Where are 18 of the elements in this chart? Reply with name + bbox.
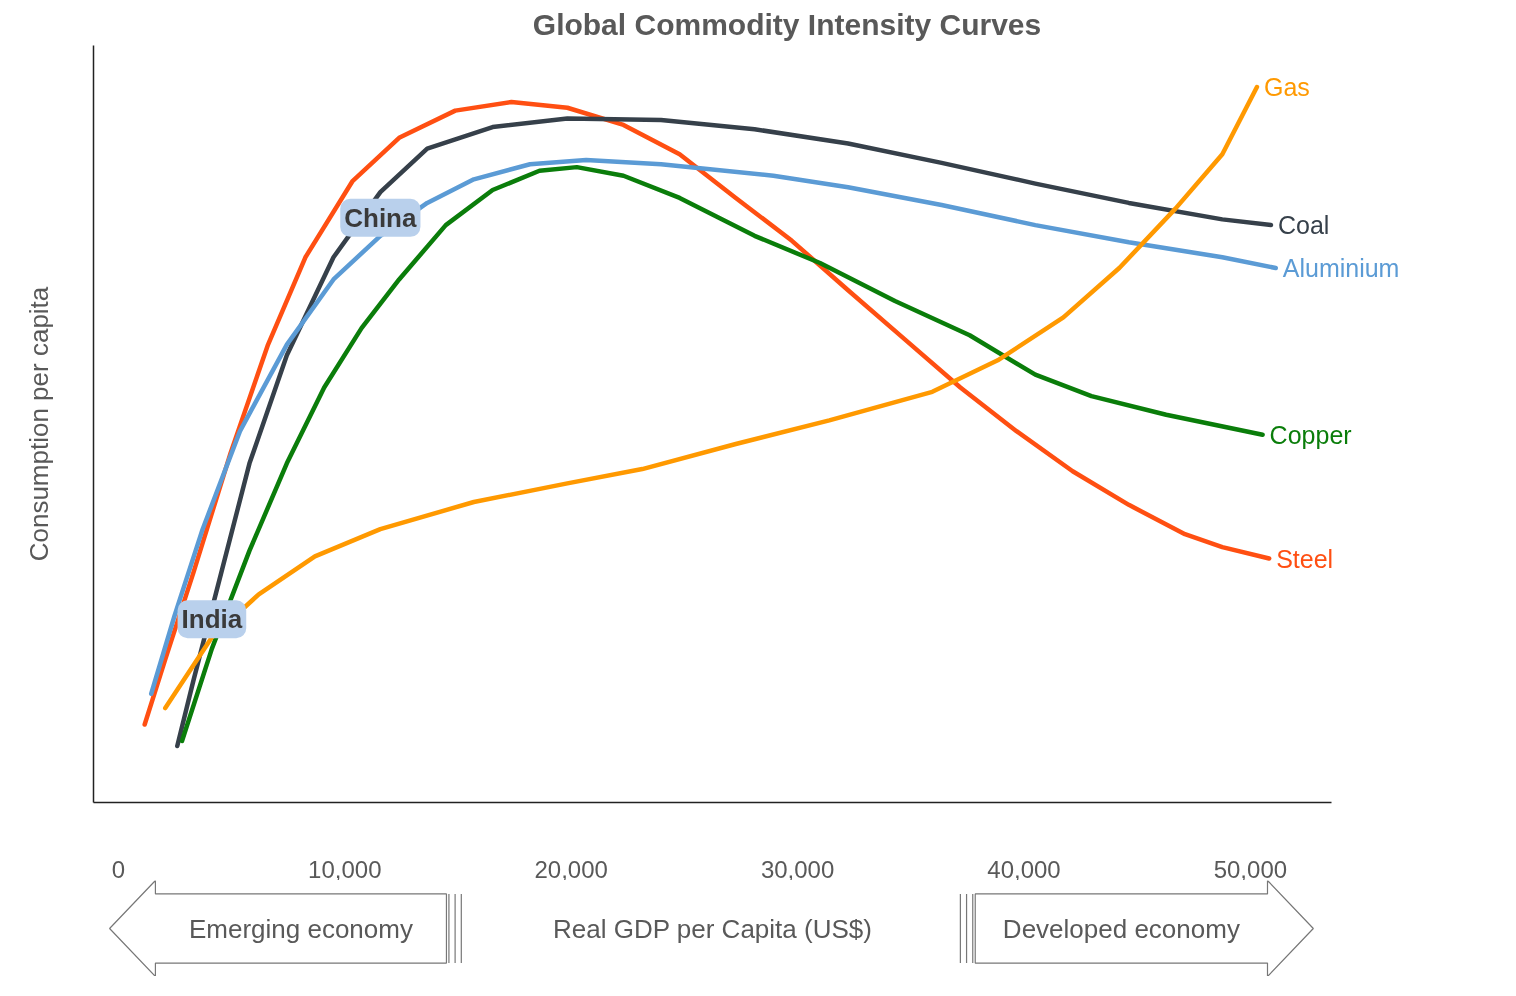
series-label: Gas — [1263, 73, 1310, 101]
x-tick-label: 30,000 — [760, 855, 835, 883]
text: Emerging economy — [188, 913, 413, 944]
x-tick-label: 40,000 — [987, 855, 1061, 883]
x-axis-title: Real GDP per Capita (US$) — [553, 913, 872, 944]
series-label: Steel — [1276, 544, 1334, 573]
y-axis-title: Consumption per capita — [23, 286, 54, 562]
text: Developed economy — [1002, 913, 1240, 944]
series-label: Aluminium — [1282, 254, 1400, 283]
x-tick-label: 0 — [111, 855, 126, 883]
series-label: Copper — [1269, 420, 1352, 449]
annotation: China — [344, 202, 417, 233]
annotation: India — [181, 604, 243, 635]
x-tick-label: 10,000 — [308, 855, 382, 883]
series-label: Coal — [1277, 211, 1330, 240]
chart-title: Global Commodity Intensity Curves — [532, 7, 1042, 41]
x-tick-label: 20,000 — [534, 855, 608, 883]
x-tick-label: 50,000 — [1213, 855, 1288, 883]
